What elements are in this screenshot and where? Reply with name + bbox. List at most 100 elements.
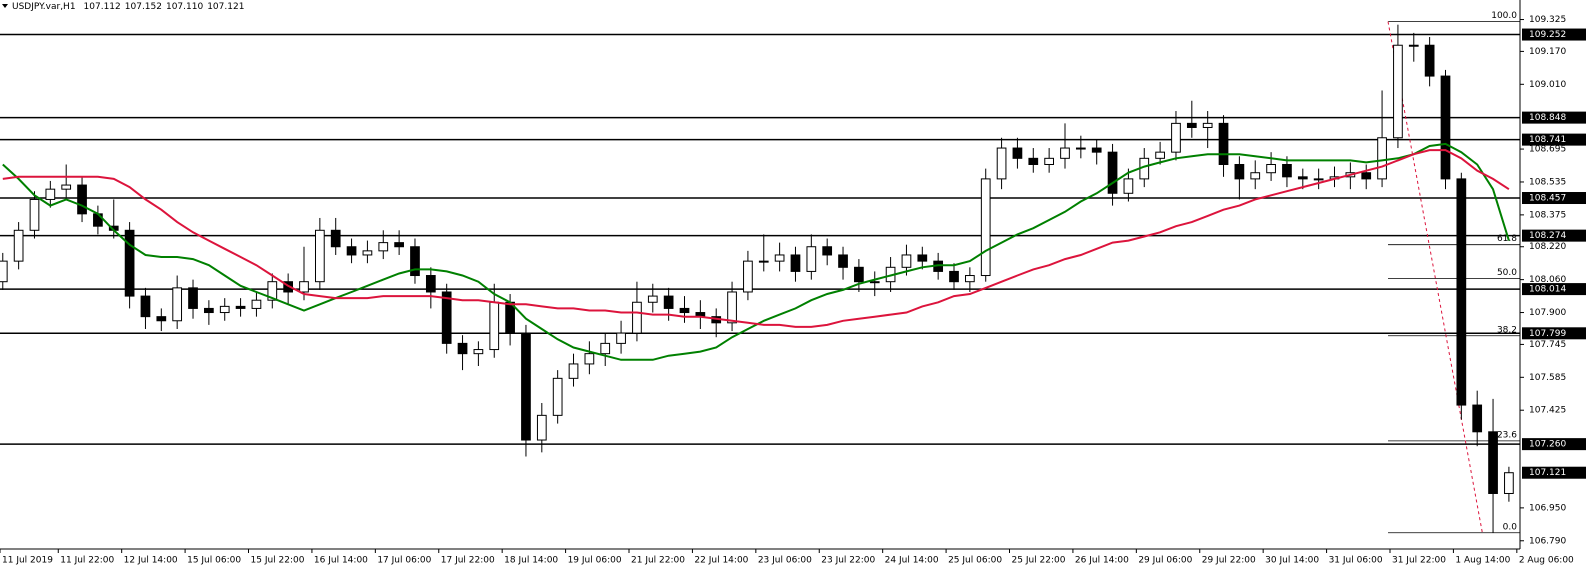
candle-body: [663, 295, 674, 309]
candle-body: [1504, 472, 1514, 494]
candle-body: [901, 254, 912, 268]
candle-body: [949, 270, 959, 283]
x-tick-label: 11 Jul 2019: [2, 556, 53, 566]
y-tick-label: 107.745: [1529, 340, 1566, 350]
candle-body: [1186, 122, 1197, 128]
level-label: 107.799: [1529, 329, 1566, 339]
x-tick-label: 31 Jul 06:00: [1329, 556, 1383, 566]
candle-body: [917, 254, 928, 262]
candle-body: [251, 299, 262, 309]
x-tick-label: 26 Jul 14:00: [1075, 556, 1129, 566]
level-label-bg: [1522, 229, 1586, 242]
candle-body: [1377, 137, 1387, 180]
x-tick-label: 30 Jul 14:00: [1265, 556, 1319, 566]
candle-body: [219, 305, 230, 314]
candle-body: [172, 287, 183, 322]
candle-body: [536, 414, 547, 441]
x-tick-label: 21 Jul 22:00: [631, 556, 685, 566]
x-tick-label: 24 Jul 14:00: [885, 556, 939, 566]
level-label: 107.260: [1529, 440, 1566, 450]
candle-body: [727, 291, 737, 324]
candle-body: [1297, 176, 1308, 180]
candle-body: [679, 307, 690, 314]
x-tick-label: 19 Jul 06:00: [568, 556, 622, 566]
level-label: 108.741: [1529, 135, 1566, 145]
fib-trendline: [1387, 21, 1483, 533]
x-tick-label: 11 Jul 22:00: [60, 556, 114, 566]
level-label-bg: [1522, 111, 1586, 124]
candle-body: [1155, 151, 1165, 159]
level-label-bg: [1522, 438, 1586, 451]
x-tick-label: 29 Jul 06:00: [1138, 556, 1192, 566]
y-tick-label: 107.425: [1529, 406, 1566, 416]
y-tick-label: 109.325: [1529, 15, 1566, 25]
x-tick-label: 17 Jul 22:00: [441, 556, 495, 566]
y-tick-label: 108.220: [1529, 242, 1566, 252]
candle-body: [1266, 163, 1276, 174]
candle-body: [394, 242, 404, 248]
candle-body: [441, 291, 452, 344]
fib-label: 100.0: [1491, 11, 1517, 21]
candle-body: [1202, 122, 1213, 128]
level-label: 108.274: [1529, 231, 1566, 241]
fib-label: 23.6: [1497, 430, 1517, 440]
candle-body: [568, 363, 579, 379]
candle-body: [1107, 151, 1118, 194]
candle-body: [45, 188, 56, 200]
candle-body: [188, 287, 198, 309]
candle-body: [13, 229, 24, 262]
candle-body: [743, 260, 753, 293]
level-label: 108.457: [1529, 194, 1566, 204]
x-tick-label: 16 Jul 14:00: [314, 556, 368, 566]
level-label: 108.848: [1529, 113, 1566, 123]
candle-body: [378, 242, 389, 252]
x-tick-label: 23 Jul 22:00: [821, 556, 875, 566]
candle-body: [616, 332, 626, 344]
candle-body: [140, 295, 151, 318]
candle-body: [473, 349, 484, 355]
candle-body: [1123, 178, 1134, 194]
collapse-arrow: [2, 4, 8, 8]
fib-label: 61.8: [1497, 234, 1517, 244]
candle-body: [552, 377, 563, 416]
moving-average: [2, 142, 1510, 361]
y-tick-label: 108.060: [1529, 275, 1566, 285]
candle-body: [1361, 172, 1372, 180]
y-tick-label: 107.900: [1529, 308, 1566, 318]
y-tick-label: 106.790: [1529, 536, 1566, 546]
candle-body: [1408, 44, 1419, 47]
candle-body: [854, 266, 864, 283]
candle-body: [29, 198, 40, 231]
fib-label: 0.0: [1503, 522, 1518, 532]
candle-body: [362, 250, 373, 256]
y-tick-label: 106.950: [1529, 503, 1566, 513]
candle-body: [1456, 178, 1467, 406]
level-label: 108.014: [1529, 285, 1566, 295]
candle-body: [314, 229, 325, 283]
x-tick-label: 17 Jul 06:00: [377, 556, 431, 566]
x-tick-label: 18 Jul 14:00: [504, 556, 558, 566]
y-tick-label: 108.375: [1529, 210, 1566, 220]
candle-body: [1171, 122, 1181, 153]
candle-body: [996, 147, 1007, 180]
candle-body: [1440, 75, 1451, 180]
candle-body: [204, 307, 214, 314]
y-tick-label: 109.170: [1529, 47, 1566, 57]
level-label-bg: [1522, 192, 1586, 205]
candle-body: [330, 229, 341, 248]
level-label-bg: [1522, 327, 1586, 340]
candle-body: [600, 342, 611, 355]
candle-body: [632, 301, 642, 334]
candle-body: [1060, 147, 1070, 159]
candle-body: [299, 281, 309, 293]
candle-body: [1075, 147, 1086, 150]
candle-body: [1218, 122, 1229, 165]
candle-body: [1393, 44, 1403, 139]
candle-body: [1028, 157, 1039, 165]
x-tick-label: 15 Jul 06:00: [187, 556, 241, 566]
candle-body: [235, 305, 246, 309]
candle-body: [980, 178, 991, 277]
